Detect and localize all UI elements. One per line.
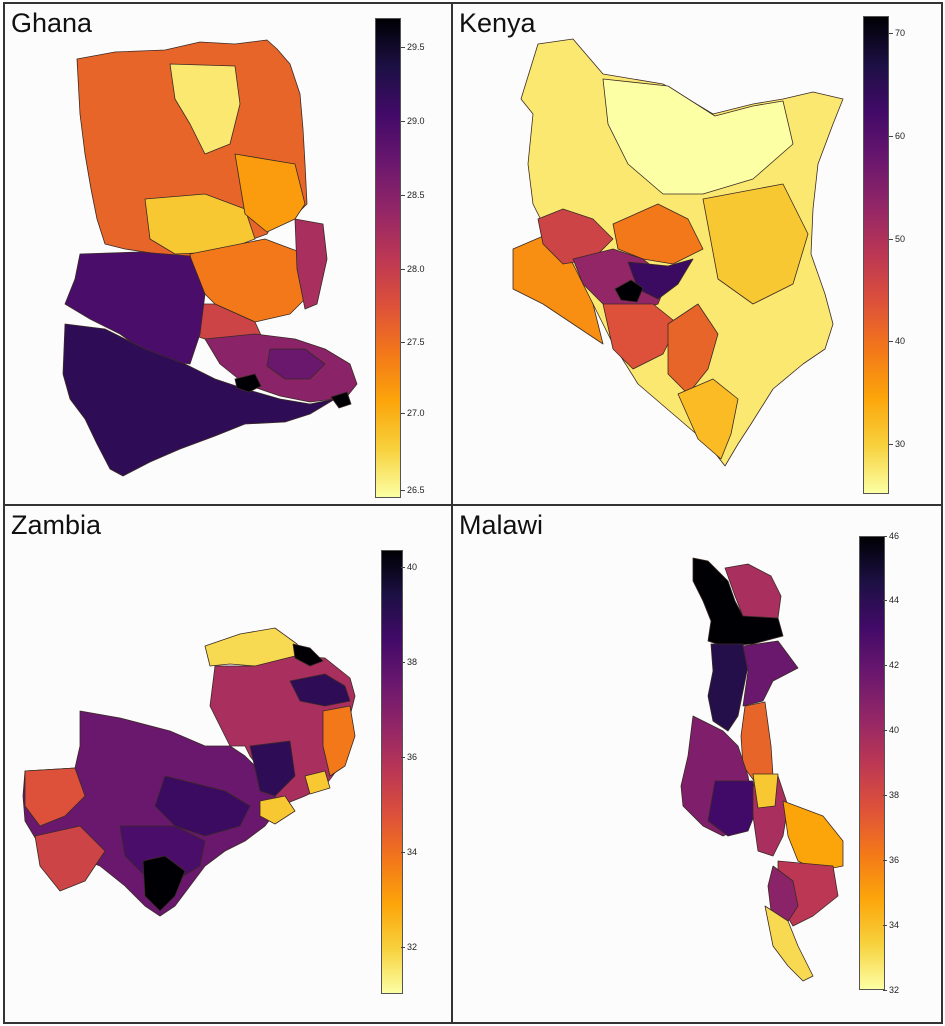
- colorbar-gradient: [381, 550, 403, 994]
- region: [289, 673, 351, 707]
- panel-title-kenya: Kenya: [459, 8, 536, 38]
- region: [692, 557, 784, 647]
- colorbar-tick: 36: [882, 855, 900, 865]
- region: [330, 391, 352, 409]
- region: [537, 208, 614, 265]
- kenya-regions: [512, 38, 844, 467]
- region: [742, 640, 799, 707]
- region: [614, 279, 644, 303]
- region: [62, 323, 336, 477]
- region: [322, 705, 356, 777]
- region: [702, 183, 809, 305]
- panel-ghana: Ghana 26.5 27.0 27.5 28: [3, 2, 453, 506]
- colorbar-tick: 38: [882, 790, 900, 800]
- malawi-regions: [680, 557, 844, 982]
- colorbar-tick: 32: [882, 985, 900, 995]
- region: [707, 643, 749, 732]
- region: [782, 800, 844, 872]
- region: [259, 795, 296, 825]
- panel-malawi: Malawi 32 34 36 38: [451, 504, 943, 1024]
- region: [707, 780, 759, 837]
- colorbar-tick: 32: [400, 942, 418, 952]
- region: [22, 710, 281, 917]
- region: [266, 348, 326, 380]
- colorbar-tick: 27.5: [401, 337, 425, 347]
- region: [154, 775, 251, 837]
- region: [294, 218, 328, 310]
- region: [724, 563, 782, 619]
- colorbar-gradient: [375, 18, 401, 498]
- region: [292, 643, 324, 667]
- region: [752, 773, 779, 809]
- colorbar-gradient: [859, 536, 885, 990]
- colorbar-tick: 29.5: [401, 42, 425, 52]
- colorbar-tick: 70: [888, 28, 906, 38]
- region: [667, 303, 719, 395]
- colorbar-tick: 26.5: [401, 485, 425, 495]
- colorbar-tick: 40: [888, 336, 906, 346]
- colorbar-tick: 42: [882, 660, 900, 670]
- region: [119, 825, 206, 882]
- region: [234, 373, 262, 393]
- map-kenya: [512, 38, 844, 467]
- region: [304, 770, 331, 795]
- colorbar-tick: 50: [888, 234, 906, 244]
- region: [249, 740, 296, 797]
- panel-title-ghana: Ghana: [11, 8, 93, 38]
- colorbar-gradient: [863, 16, 889, 494]
- panel-kenya: Kenya 30 40 50 60 70: [451, 2, 943, 506]
- region: [602, 78, 794, 195]
- panel-zambia: Zambia 32 34 36: [3, 504, 453, 1024]
- colorbar-tick: 46: [882, 531, 900, 541]
- region: [142, 855, 186, 912]
- colorbar-tick: 36: [400, 752, 418, 762]
- map-ghana: [62, 39, 358, 477]
- colorbar-tick: 60: [888, 131, 906, 141]
- ghana-regions: [62, 39, 358, 477]
- panel-title-malawi: Malawi: [459, 510, 544, 540]
- colorbar-tick: 28.5: [401, 190, 425, 200]
- colorbar-tick: 34: [882, 920, 900, 930]
- region: [169, 63, 241, 155]
- colorbar-tick: 40: [400, 562, 418, 572]
- colorbar-tick: 28.0: [401, 264, 425, 274]
- region: [34, 825, 106, 892]
- colorbar-tick: 30: [888, 439, 906, 449]
- zambia-regions: [22, 627, 356, 917]
- panel-title-zambia: Zambia: [11, 510, 102, 540]
- colorbar-tick: 27.0: [401, 408, 425, 418]
- region: [764, 905, 814, 982]
- region: [612, 203, 704, 265]
- colorbar-tick: 44: [882, 595, 900, 605]
- region: [24, 767, 86, 827]
- colorbar-tick: 40: [882, 725, 900, 735]
- colorbar-tick: 34: [400, 847, 418, 857]
- region: [602, 303, 679, 370]
- colorbar-tick: 29.0: [401, 116, 425, 126]
- map-zambia: [22, 627, 356, 917]
- map-malawi: [680, 557, 844, 982]
- region: [677, 378, 739, 460]
- colorbar-tick: 38: [400, 657, 418, 667]
